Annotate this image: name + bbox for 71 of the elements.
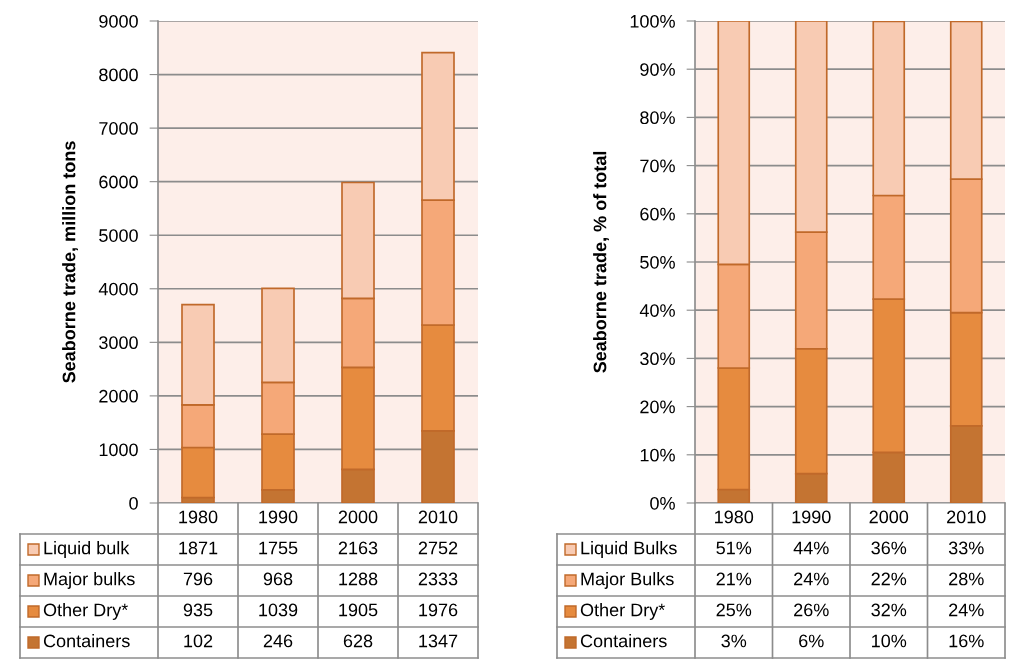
- data-label: 28%: [949, 572, 984, 586]
- y-tick-label: 6000: [99, 175, 138, 189]
- data-label: 968: [263, 572, 293, 586]
- y-tick-label: 50%: [640, 255, 675, 269]
- data-label: 796: [183, 572, 213, 586]
- data-label: 1905: [339, 603, 378, 617]
- legend-label: Other Dry*: [43, 603, 128, 620]
- data-label: 1755: [259, 541, 298, 555]
- y-tick-label: 1000: [99, 443, 138, 457]
- data-label: 25%: [716, 603, 752, 617]
- y-tick-label: 5000: [99, 229, 138, 242]
- data-label: 246: [263, 634, 293, 648]
- x-tick-label: 1990: [792, 510, 831, 524]
- data-label: 33%: [948, 541, 984, 555]
- data-label: 26%: [794, 603, 829, 617]
- y-tick-label: 0: [129, 496, 138, 510]
- data-label: 36%: [871, 541, 907, 555]
- y-axis-title: Seaborne trade, % of total: [593, 151, 609, 373]
- x-tick-label: 2000: [338, 510, 378, 524]
- legend-label: Major bulks: [44, 572, 135, 589]
- legend-label: Liquid bulk: [44, 541, 130, 558]
- y-tick-label: 9000: [99, 14, 138, 28]
- y-tick-label: 10%: [640, 448, 675, 462]
- data-label: 51%: [716, 541, 752, 555]
- y-tick-label: 70%: [640, 159, 675, 173]
- data-label: 1039: [259, 603, 298, 617]
- y-axis-title: Seaborne trade, million tons: [62, 141, 78, 383]
- y-tick-label: 4000: [98, 282, 138, 296]
- data-label: 1288: [339, 572, 378, 586]
- y-tick-label: 100%: [630, 14, 675, 28]
- legend-label: Liquid Bulks: [581, 541, 677, 558]
- data-label: 24%: [949, 603, 984, 617]
- data-label: 1871: [179, 541, 218, 555]
- x-tick-label: 2010: [418, 510, 458, 524]
- x-tick-label: 1980: [715, 510, 754, 524]
- x-tick-label: 2010: [947, 510, 986, 524]
- x-tick-label: 1980: [179, 510, 218, 524]
- legend-label: Containers: [43, 634, 130, 648]
- y-tick-label: 3000: [99, 336, 138, 350]
- y-tick-label: 8000: [99, 68, 138, 82]
- y-tick-label: 2000: [99, 389, 138, 403]
- data-label: 102: [184, 634, 213, 648]
- data-label: 44%: [793, 541, 829, 555]
- y-tick-label: 90%: [640, 63, 675, 76]
- data-label: 16%: [949, 634, 984, 648]
- data-label: 2752: [418, 541, 458, 555]
- y-tick-label: 40%: [639, 304, 675, 317]
- x-tick-label: 2000: [869, 510, 909, 524]
- y-tick-label: 20%: [640, 400, 675, 414]
- y-tick-label: 80%: [640, 111, 675, 125]
- data-label: 32%: [871, 603, 907, 617]
- legend-label: Containers: [580, 634, 667, 648]
- y-tick-label: 7000: [99, 122, 138, 135]
- legend-label: Major Bulks: [581, 572, 674, 589]
- x-tick-label: 1990: [259, 510, 298, 524]
- data-label: 22%: [871, 572, 907, 586]
- data-label: 1347: [419, 634, 458, 648]
- data-label: 628: [343, 634, 373, 648]
- data-label: 6%: [799, 634, 824, 648]
- data-label: 21%: [716, 572, 752, 586]
- data-label: 935: [183, 603, 213, 617]
- y-tick-label: 30%: [640, 352, 675, 366]
- data-label: 1976: [419, 603, 458, 617]
- data-label: 10%: [872, 634, 907, 648]
- data-label: 2333: [418, 572, 458, 586]
- y-tick-label: 60%: [640, 207, 675, 221]
- data-label: 2163: [338, 541, 378, 555]
- data-label: 3%: [721, 634, 747, 648]
- data-label: 24%: [794, 572, 829, 586]
- y-tick-label: 0%: [650, 496, 675, 510]
- legend-label: Other Dry*: [580, 603, 665, 620]
